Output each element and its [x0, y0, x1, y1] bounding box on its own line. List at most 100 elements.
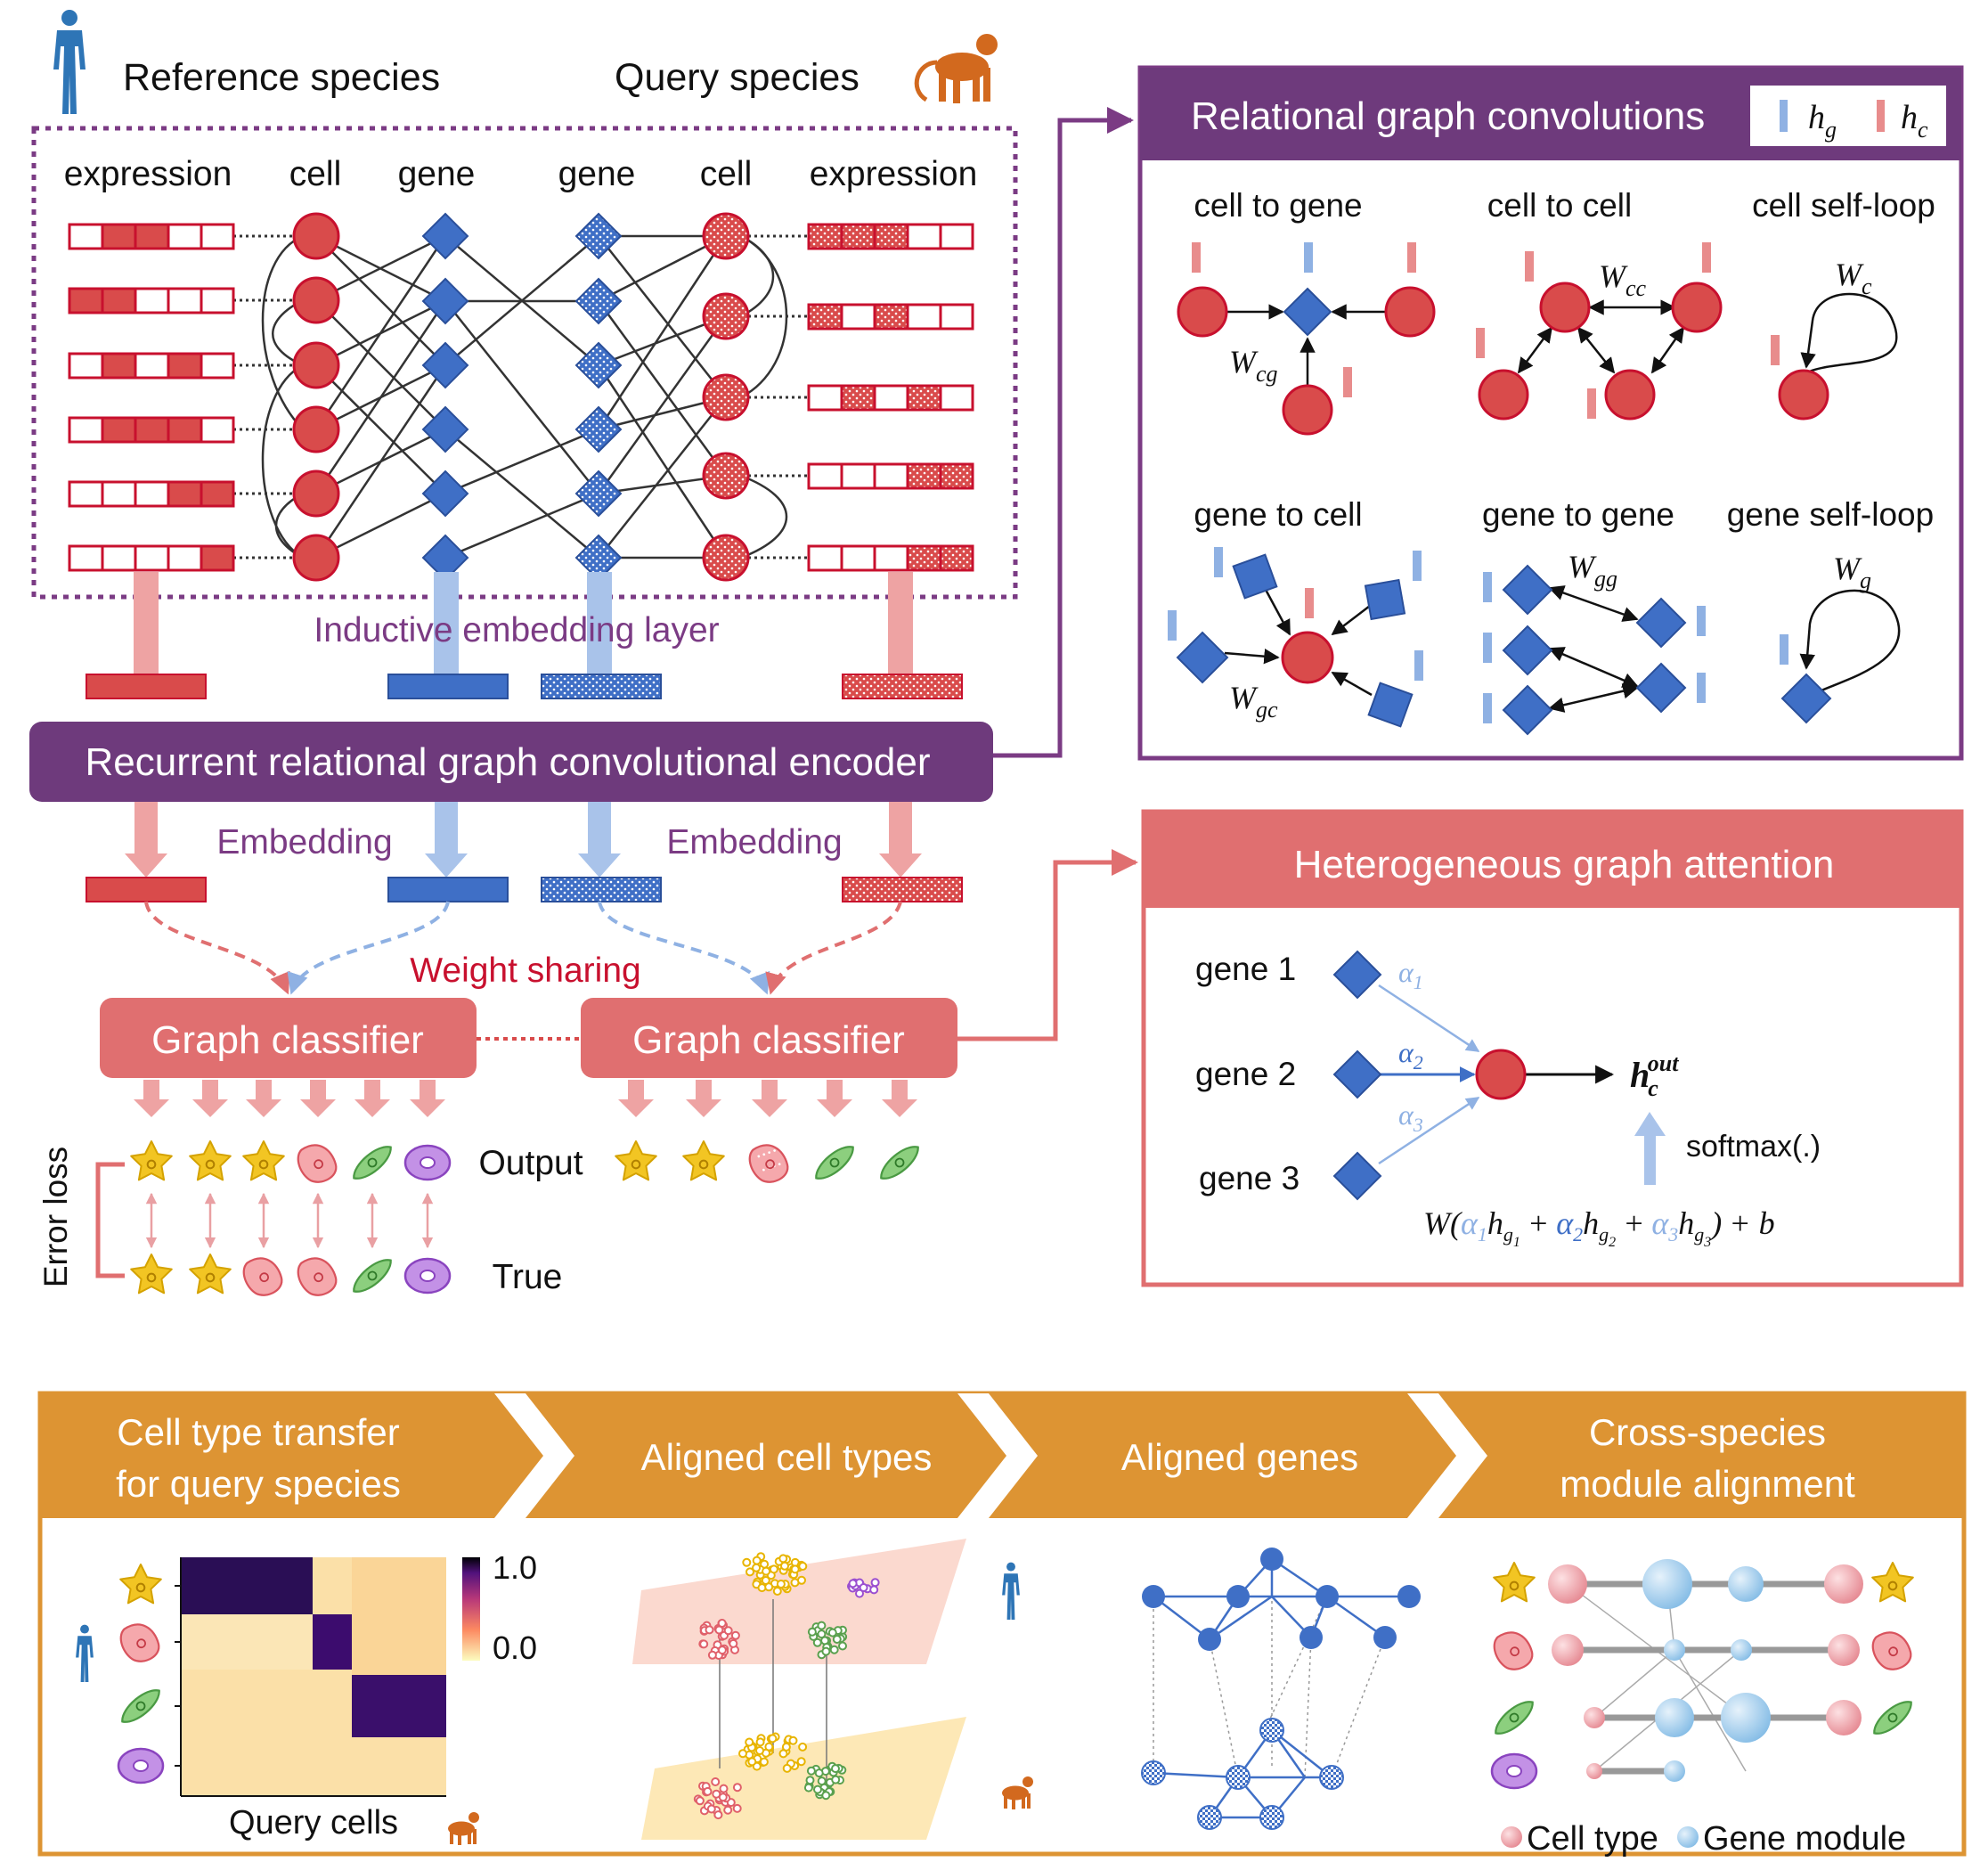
right-expression-vectors — [807, 223, 974, 572]
rgc-cell-self-loop-diagram: Wc — [1771, 257, 1898, 421]
hga-gene3-label: gene 3 — [1199, 1160, 1300, 1196]
query-species-label: Query species — [615, 56, 860, 99]
pink-cell-icon — [748, 1144, 789, 1183]
pipeline-chevrons — [494, 1393, 1487, 1518]
legend-hg-label: hg — [1808, 99, 1837, 143]
pink-cell-icon — [242, 1257, 283, 1296]
human-icon — [53, 10, 86, 114]
hga-alpha1: α1 — [1398, 956, 1423, 993]
weight-sharing-label: Weight sharing — [410, 951, 640, 990]
star-cell-icon — [1871, 1562, 1914, 1603]
green-cell-icon — [880, 1146, 919, 1180]
monkey-icon-heatmap — [448, 1812, 479, 1845]
step3-label: Aligned genes — [1121, 1436, 1358, 1478]
left-cell-nodes — [292, 212, 340, 582]
svg-text:Wcc: Wcc — [1599, 258, 1647, 301]
encoder-block — [29, 722, 993, 802]
input-graph-box — [31, 126, 1018, 600]
pink-cell-icon — [297, 1144, 338, 1183]
graph-classifier-right-label: Graph classifier — [632, 1018, 905, 1062]
human-icon-heatmap — [76, 1624, 94, 1682]
svg-text:Wcg: Wcg — [1229, 344, 1278, 387]
star-cell-icon — [242, 1140, 285, 1181]
violet-cell-icon — [403, 1144, 452, 1181]
rgc-gene-self-loop-diagram: Wg — [1780, 551, 1901, 724]
weight-sharing-arrows — [144, 901, 902, 995]
expression-cell-connectors — [233, 234, 809, 559]
rgc-title: Relational graph convolutions — [1191, 94, 1705, 138]
rgc-gene-to-cell-diagram: Wgc — [1168, 547, 1423, 728]
query-cells-label: Query cells — [229, 1804, 398, 1842]
green-cell-icon — [1495, 1701, 1534, 1735]
legend-hc-bar — [1877, 100, 1885, 132]
rgc-gene-to-gene-diagram: Wgg — [1483, 549, 1706, 736]
rgc-cell-self-loop: cell self-loop — [1752, 187, 1935, 224]
hga-alpha2: α2 — [1398, 1036, 1423, 1074]
star-cell-icon — [189, 1254, 232, 1294]
header-cell-right: cell — [700, 155, 753, 193]
output-label: Output — [478, 1144, 583, 1182]
rgc-cell-to-cell: cell to cell — [1487, 187, 1632, 224]
violet-cell-icon — [1490, 1752, 1538, 1790]
rgc-cell-to-cell-diagram: Wcc — [1476, 242, 1723, 421]
legend-gene-module: Gene module — [1703, 1820, 1906, 1858]
embedding-arrows — [125, 802, 922, 878]
pink-cell-icon — [1871, 1631, 1912, 1670]
left-gene-nodes — [421, 212, 469, 582]
star-cell-icon — [189, 1140, 232, 1181]
star-cell-icon — [130, 1254, 173, 1294]
rgc-gene-to-gene: gene to gene — [1482, 496, 1674, 533]
inductive-layer-label: Inductive embedding layer — [314, 611, 719, 649]
graph-classifier-left-label: Graph classifier — [151, 1018, 424, 1062]
error-loss-bracket — [95, 1162, 125, 1278]
colorbar-max: 1.0 — [493, 1549, 537, 1586]
step1-line2: for query species — [116, 1463, 401, 1505]
monkey-icon — [914, 34, 998, 103]
right-gene-nodes — [574, 212, 623, 582]
graph-edges — [261, 234, 788, 559]
hga-gene1-label: gene 1 — [1195, 951, 1296, 987]
hga-formula: W(α1hg1+ α2hg2+ α3hg3) + b — [1423, 1205, 1775, 1250]
hga-title: Heterogeneous graph attention — [1294, 843, 1835, 886]
hga-attention-diagram — [1332, 950, 1666, 1201]
violet-cell-icon — [117, 1747, 165, 1784]
legend-hg-bar — [1780, 100, 1788, 132]
star-cell-icon — [130, 1140, 173, 1181]
hga-softmax-label: softmax(.) — [1686, 1130, 1821, 1164]
transfer-heatmap — [175, 1557, 480, 1797]
header-expression-right: expression — [810, 155, 978, 193]
rgc-cell-to-gene-diagram: Wcg — [1177, 242, 1436, 436]
pink-cell-icon — [1493, 1631, 1534, 1670]
classifier-to-hga-connector — [957, 849, 1138, 1041]
svg-text:Wgg: Wgg — [1568, 549, 1617, 592]
svg-text:Wc: Wc — [1835, 257, 1872, 299]
pink-cell-icon — [119, 1623, 160, 1662]
graph-classifier-left — [100, 998, 477, 1078]
colorbar-min: 0.0 — [493, 1629, 537, 1666]
rgc-gene-to-cell: gene to cell — [1194, 496, 1362, 533]
star-cell-icon — [119, 1564, 162, 1605]
step1-line1: Cell type transfer — [117, 1411, 399, 1453]
module-alignment — [1501, 1559, 1863, 1848]
header-gene-left: gene — [398, 155, 476, 193]
embedding-left-label: Embedding — [216, 823, 392, 862]
green-cell-icon — [1873, 1701, 1912, 1735]
true-label: True — [493, 1258, 563, 1296]
green-cell-icon — [353, 1146, 392, 1180]
star-cell-icon — [1493, 1562, 1536, 1603]
hga-gene2-label: gene 2 — [1195, 1056, 1296, 1092]
pink-cell-icon — [297, 1257, 338, 1296]
svg-text:Wg: Wg — [1833, 551, 1871, 593]
header-gene-right: gene — [558, 155, 636, 193]
aligned-cell-type-clusters — [693, 1552, 880, 1820]
violet-cell-icon — [403, 1257, 452, 1294]
header-expression-left: expression — [64, 155, 232, 193]
hga-alpha3: α3 — [1398, 1098, 1423, 1136]
step4-line2: module alignment — [1560, 1463, 1855, 1505]
reference-species-label: Reference species — [123, 56, 440, 99]
rgc-gene-self-loop: gene self-loop — [1727, 496, 1934, 533]
classifier-output-arrows — [134, 1080, 917, 1117]
predicted-cell-types-left — [130, 1140, 452, 1183]
graph-classifier-right — [581, 998, 957, 1078]
output-embeddings — [86, 877, 963, 902]
